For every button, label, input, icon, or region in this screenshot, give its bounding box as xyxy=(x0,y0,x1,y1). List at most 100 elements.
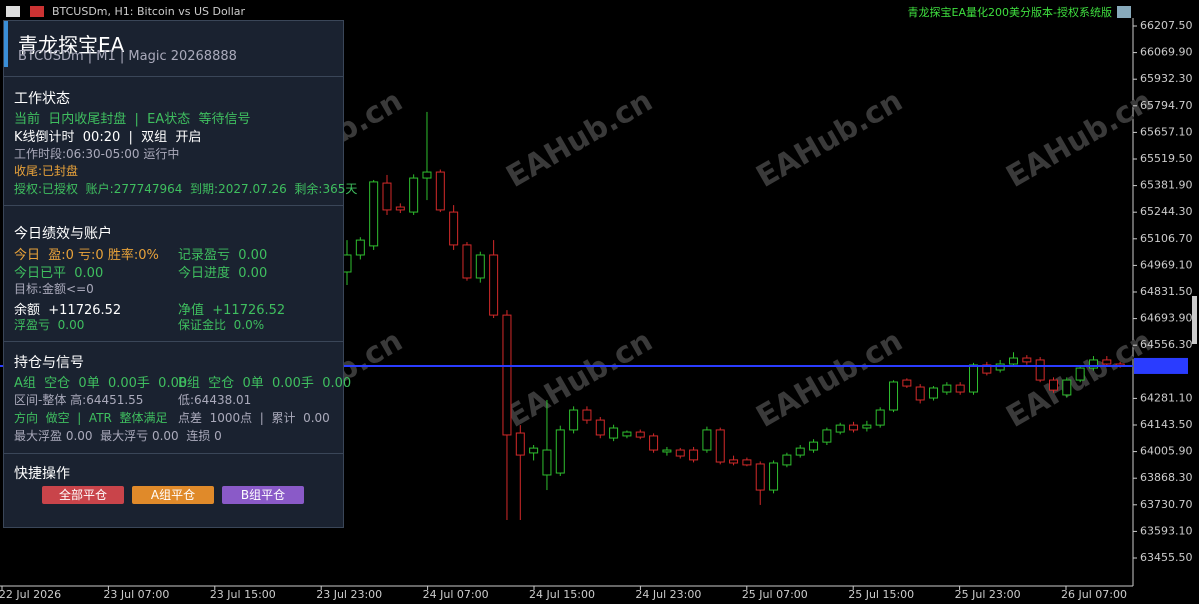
x-tick-label: 23 Jul 15:00 xyxy=(210,588,276,601)
x-tick-label: 24 Jul 15:00 xyxy=(529,588,595,601)
candle-body xyxy=(395,206,405,211)
y-tick-label: 64969.10 xyxy=(1140,258,1193,271)
candle-body xyxy=(555,429,565,474)
menu-icon[interactable] xyxy=(6,6,20,17)
candle-body xyxy=(502,314,512,436)
price-label-box xyxy=(1134,357,1188,374)
symbol-label: BTCUSDm, H1: Bitcoin vs US Dollar xyxy=(52,5,246,18)
perf-row: 今日 盈:0 亏:0 胜率:0% xyxy=(14,248,159,263)
candle-body xyxy=(369,181,379,247)
y-tick-label: 65519.50 xyxy=(1140,152,1193,165)
position-row: 最大浮盈 0.00 最大浮亏 0.00 连损 0 xyxy=(14,429,222,443)
candle-body xyxy=(449,211,459,246)
candle-body xyxy=(809,441,819,451)
perf-row: 记录盈亏 0.00 xyxy=(178,248,268,263)
candle-body xyxy=(969,364,979,393)
y-tick-label: 66069.90 xyxy=(1140,46,1193,59)
candle-body xyxy=(995,363,1005,371)
candle-body xyxy=(1102,359,1112,365)
candle-body xyxy=(1088,359,1098,369)
close-b-button[interactable]: B组平仓 xyxy=(222,486,304,504)
perf-row: 浮盈亏 0.00 xyxy=(14,318,85,332)
candle-body xyxy=(675,449,685,457)
y-tick-label: 64556.30 xyxy=(1140,338,1193,351)
x-tick-label: 22 Jul 2026 xyxy=(0,588,61,601)
candle-body xyxy=(542,449,552,476)
candle-body xyxy=(422,171,432,179)
ea-panel: 青龙探宝EA BTCUSDm | M1 | Magic 20268888 工作状… xyxy=(3,20,357,528)
candle-body xyxy=(355,239,365,256)
candle-body xyxy=(1009,357,1018,365)
y-tick-label: 64143.50 xyxy=(1140,418,1193,431)
candle-body xyxy=(702,429,712,451)
y-tick-label: 63868.30 xyxy=(1140,471,1193,484)
perf-row: 保证金比 0.0% xyxy=(178,318,265,332)
candle-body xyxy=(489,254,499,316)
separator xyxy=(4,205,343,206)
candle-body xyxy=(822,429,832,443)
candle-body xyxy=(662,449,672,453)
candle-body xyxy=(1062,379,1072,396)
separator xyxy=(4,76,343,77)
separator xyxy=(4,453,343,454)
candle-body xyxy=(609,427,619,439)
section-heading: 今日绩效与账户 xyxy=(14,226,112,242)
candle-body xyxy=(929,387,939,399)
status-row: 收尾:已封盘 xyxy=(14,164,79,178)
y-tick-label: 63593.10 xyxy=(1140,524,1193,537)
candle-body xyxy=(595,419,605,436)
candle-body xyxy=(515,432,525,456)
x-tick-label: 26 Jul 07:00 xyxy=(1061,588,1127,601)
perf-row: 净值 +11726.52 xyxy=(178,303,286,318)
candle-body xyxy=(342,254,352,273)
candle-body xyxy=(862,424,872,429)
x-tick-label: 25 Jul 15:00 xyxy=(848,588,914,601)
x-tick-label: 23 Jul 23:00 xyxy=(316,588,382,601)
y-tick-label: 65106.70 xyxy=(1140,232,1193,245)
section-heading: 持仓与信号 xyxy=(14,355,84,371)
status-row: 当前 日内收尾封盘 | EA状态 等待信号 xyxy=(14,112,251,127)
candle-body xyxy=(529,447,539,454)
y-tick-label: 65657.10 xyxy=(1140,125,1193,138)
perf-row: 目标:金额<=0 xyxy=(14,282,94,296)
ea-icon xyxy=(1117,6,1131,18)
scrollbar[interactable] xyxy=(1192,296,1197,344)
y-tick-label: 64831.50 xyxy=(1140,285,1193,298)
section-heading: 工作状态 xyxy=(14,91,70,107)
position-row: 低:64438.01 xyxy=(178,393,252,407)
y-tick-label: 65794.70 xyxy=(1140,99,1193,112)
position-row: 点差 1000点 | 累计 0.00 xyxy=(178,411,330,425)
close-a-button[interactable]: A组平仓 xyxy=(132,486,214,504)
status-row: K线倒计时 00:20 | 双组 开启 xyxy=(14,130,202,145)
candle-body xyxy=(1075,367,1085,381)
candle-body xyxy=(382,182,392,211)
panel-subtitle: BTCUSDm | M1 | Magic 20268888 xyxy=(18,49,237,64)
candle-body xyxy=(649,435,659,451)
y-tick-label: 65932.30 xyxy=(1140,72,1193,85)
perf-row: 余额 +11726.52 xyxy=(14,303,122,318)
candle-body xyxy=(1035,359,1045,381)
candle-body xyxy=(409,177,419,213)
position-row: 方向 做空 | ATR 整体满足 xyxy=(14,411,168,425)
x-tick-label: 23 Jul 07:00 xyxy=(103,588,169,601)
perf-row: 今日已平 0.00 xyxy=(14,266,104,281)
candle-body xyxy=(942,384,952,393)
candle-body xyxy=(582,409,592,421)
chart-icon[interactable] xyxy=(30,6,44,17)
candle-body xyxy=(1022,357,1032,363)
candle-body xyxy=(475,254,485,279)
y-tick-label: 64693.90 xyxy=(1140,312,1193,325)
candle-body xyxy=(1048,379,1058,391)
candle-body xyxy=(835,424,845,433)
candle-body xyxy=(955,384,965,393)
y-tick-label: 64005.90 xyxy=(1140,445,1193,458)
x-tick-label: 25 Jul 23:00 xyxy=(955,588,1021,601)
position-row: 区间-整体 高:64451.55 xyxy=(14,393,144,407)
y-tick-label: 65244.30 xyxy=(1140,205,1193,218)
status-row: 工作时段:06:30-05:00 运行中 xyxy=(14,147,180,161)
x-tick-label: 24 Jul 07:00 xyxy=(423,588,489,601)
candle-body xyxy=(462,244,472,279)
candle-body xyxy=(915,386,925,401)
close-all-button[interactable]: 全部平仓 xyxy=(42,486,124,504)
